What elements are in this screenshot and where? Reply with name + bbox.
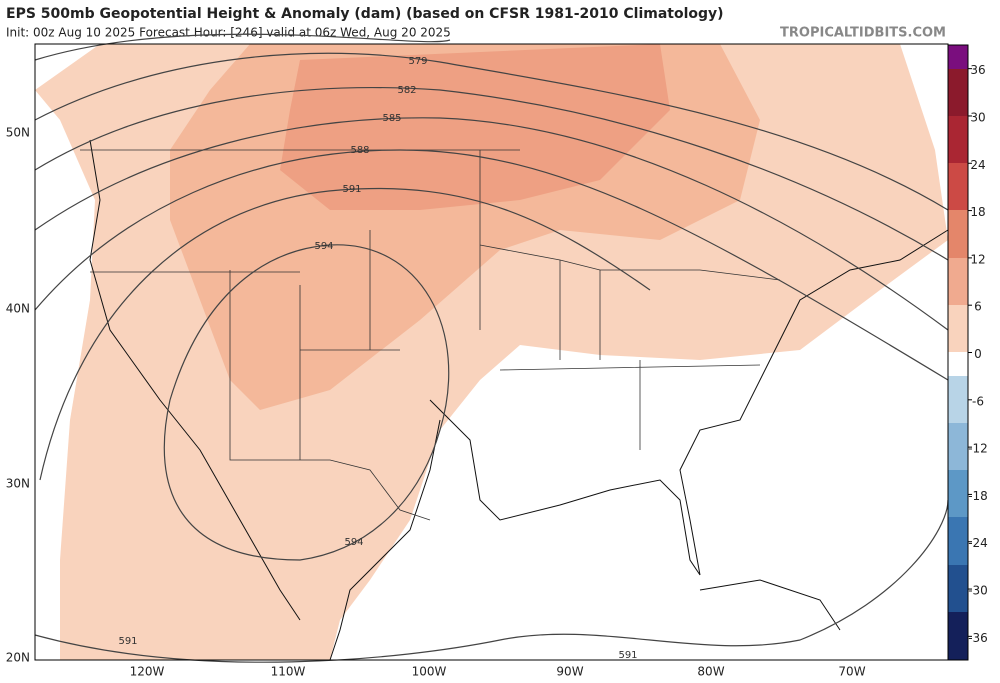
coastline xyxy=(699,579,841,631)
lon-label: 120W xyxy=(130,665,165,679)
colorbar-label: 6 xyxy=(974,300,982,314)
colorbar-label: 30 xyxy=(970,110,985,124)
lat-label: 40N xyxy=(6,302,30,316)
contour-label: 591 xyxy=(118,636,137,647)
colorbar-label: -18 xyxy=(968,489,988,503)
contour-label: 591 xyxy=(618,650,637,661)
coastline xyxy=(429,229,949,576)
contour-label: 579 xyxy=(408,56,427,67)
lat-label: 50N xyxy=(6,126,30,140)
colorbar-label: 24 xyxy=(970,158,985,172)
contour xyxy=(34,87,949,261)
state-borders xyxy=(80,149,781,521)
contour xyxy=(39,187,651,481)
colorbar-label: 12 xyxy=(970,252,985,266)
colorbar-label: -24 xyxy=(968,536,988,550)
contour xyxy=(34,52,949,211)
colorbar-label: 36 xyxy=(970,63,985,77)
lon-label: 100W xyxy=(412,665,447,679)
lon-label: 80W xyxy=(697,665,724,679)
colorbar-label: -6 xyxy=(972,394,984,408)
contour-label: 594 xyxy=(344,537,363,548)
colorbar-label: -30 xyxy=(968,584,988,598)
colorbar-label: -12 xyxy=(968,442,988,456)
contour xyxy=(34,149,949,381)
contour xyxy=(163,244,450,561)
map-area: 579 582 585 588 591 594 594 591 591 xyxy=(34,33,949,663)
title: EPS 500mb Geopotential Height & Anomaly … xyxy=(6,6,724,22)
site-name: TROPICALTIDBITS.COM xyxy=(780,26,946,41)
contour-label: 588 xyxy=(350,145,369,156)
contour xyxy=(34,117,949,331)
colorbar-label: -36 xyxy=(968,631,988,645)
contour-label: 591 xyxy=(342,184,361,195)
lon-label: 70W xyxy=(838,665,865,679)
colorbar-label: 18 xyxy=(970,205,985,219)
contour-label: 582 xyxy=(397,85,416,96)
coastline xyxy=(89,139,301,621)
subtitle: Init: 00z Aug 10 2025 Forecast Hour: [24… xyxy=(6,26,451,40)
lon-label: 110W xyxy=(271,665,306,679)
colorbar-label: 0 xyxy=(974,347,982,361)
contour xyxy=(34,499,949,663)
coastline xyxy=(329,419,441,661)
colorbar xyxy=(947,44,969,661)
contour-label: 585 xyxy=(382,113,401,124)
contour-label: 594 xyxy=(314,241,333,252)
lon-label: 90W xyxy=(556,665,583,679)
lat-label: 30N xyxy=(6,477,30,491)
lat-label: 20N xyxy=(6,651,30,665)
